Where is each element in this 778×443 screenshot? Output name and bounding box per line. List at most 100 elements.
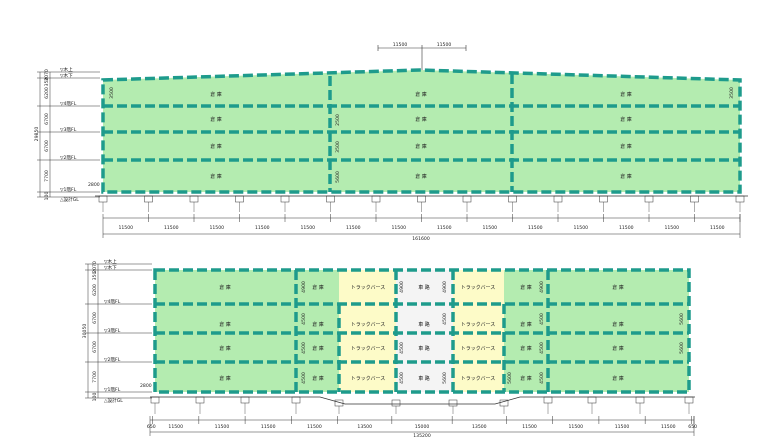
top-level-labels: ▽木上 ▽木下 ▽4階FL ▽3階FL ▽2階FL ▽1階FL △設計GL 20…	[34, 66, 100, 203]
floor-height: 6700	[44, 113, 50, 125]
bottom-overall-dim: 135200	[413, 433, 431, 439]
bay-dim: 11500	[528, 225, 543, 231]
room-label: 倉 庫	[210, 116, 222, 123]
bottom-inner-dims: 4900 4500 4500 4500 4900 4500 4500 4500 …	[301, 281, 685, 384]
room-label: 倉 庫	[620, 143, 632, 150]
total-height: 30050	[82, 324, 88, 339]
room-label: 倉 庫	[210, 91, 222, 98]
level-label: ▽4階FL	[104, 298, 121, 305]
pier	[735, 195, 745, 203]
bay-dim: 11500	[255, 225, 270, 231]
room-label-warehouse: 倉 庫	[612, 321, 624, 328]
room-label-truck-berth: トラックバース	[351, 376, 386, 382]
pier	[144, 195, 153, 203]
bay-dim: 11500	[118, 225, 133, 231]
floor-height: 2070	[92, 261, 98, 273]
level-label: △設計GL	[104, 397, 123, 404]
inner-dim: 5600	[679, 313, 685, 325]
pier	[417, 195, 426, 203]
room-label-warehouse: 倉 庫	[312, 375, 324, 382]
top-piers	[98, 195, 745, 212]
top-outline	[101, 68, 742, 194]
pier	[326, 195, 335, 203]
top-room-labels: 倉 庫 倉 庫 倉 庫 倉 庫 倉 庫 倉 庫 倉 庫 倉 庫 倉 庫 倉 庫 …	[210, 91, 632, 180]
berth-fill-right	[453, 270, 504, 392]
pier	[195, 396, 205, 404]
bay-dim: 11500	[346, 225, 361, 231]
room-label-truck-berth: トラックバース	[461, 346, 496, 352]
pier	[553, 195, 563, 203]
bay-dim: 11500	[568, 424, 583, 430]
bay-dim: 650	[688, 424, 697, 430]
bay-dim: 11500	[164, 225, 179, 231]
room-label-warehouse: 倉 庫	[520, 284, 532, 291]
room-label-warehouse: 倉 庫	[612, 284, 624, 291]
inner-dim: 4500	[399, 372, 405, 384]
bay-dim: 11500	[619, 225, 634, 231]
bay-dim: 11500	[215, 424, 230, 430]
room-label-ramp: 車 路	[418, 345, 430, 352]
room-label-warehouse: 倉 庫	[312, 284, 324, 291]
room-label-warehouse: 倉 庫	[520, 375, 532, 382]
room-label-truck-berth: トラックバース	[461, 285, 496, 291]
berth-fill-left	[339, 270, 396, 392]
inner-dim: 4500	[301, 372, 307, 384]
room-label: 倉 庫	[620, 173, 632, 180]
room-label-warehouse: 倉 庫	[612, 345, 624, 352]
bay-dim: 11500	[482, 225, 497, 231]
inner-dim: 2500	[335, 114, 341, 126]
pier	[235, 195, 244, 203]
pier	[448, 399, 458, 407]
pier	[371, 195, 381, 203]
inner-dim: 4500	[442, 313, 448, 325]
bay-dim: 11500	[661, 424, 676, 430]
room-label-warehouse: 倉 庫	[312, 321, 324, 328]
pier	[391, 399, 401, 407]
inner-dim: 4500	[399, 342, 405, 354]
bay-dim: 11500	[573, 225, 588, 231]
inner-dim: 5600	[442, 372, 448, 384]
warehouse-fill-left	[155, 270, 339, 392]
total-height: 29850	[34, 127, 40, 142]
pier	[599, 195, 608, 203]
level-label: △設計GL	[60, 196, 79, 203]
inner-dim: 5600	[507, 372, 513, 384]
inner-dim: 4500	[301, 313, 307, 325]
bay-dim: 11500	[615, 424, 630, 430]
bay-dim: 15000	[415, 424, 430, 430]
floor-height: 6700	[92, 312, 98, 324]
room-label-truck-berth: トラックバース	[351, 346, 386, 352]
top-level-ruler	[37, 71, 100, 198]
floor-height: 7700	[44, 170, 50, 182]
floor-height: 6200	[92, 284, 98, 296]
pier	[98, 195, 108, 203]
room-label: 倉 庫	[415, 91, 427, 98]
level-label: ▽2階FL	[60, 154, 77, 161]
top-peak-dim-left: 11500	[393, 42, 408, 48]
pier	[291, 396, 301, 404]
pier	[508, 195, 517, 203]
bottom-elevation: 倉 庫倉 庫トラックバース車 路トラックバース倉 庫倉 庫倉 庫倉 庫トラックバ…	[82, 258, 697, 439]
top-overall-dim: 161600	[412, 236, 430, 242]
pier	[543, 396, 553, 404]
inner-dim: 4500	[539, 313, 545, 325]
level-label: ▽2階FL	[104, 356, 121, 363]
bay-dim: 13500	[357, 424, 372, 430]
pier	[189, 195, 199, 203]
floor-height: 6200	[44, 87, 50, 99]
room-label-warehouse: 倉 庫	[520, 321, 532, 328]
inner-dim: 3500	[335, 141, 341, 153]
top-elevation: 11500 11500 倉 庫 倉 庫 倉 庫 倉 庫 倉 庫 倉 庫 倉 庫 …	[34, 42, 748, 242]
pier	[684, 396, 694, 404]
floor-height: 100	[92, 393, 98, 402]
bay-dim: 11500	[168, 424, 183, 430]
room-label: 倉 庫	[620, 91, 632, 98]
level-label: ▽3階FL	[104, 327, 121, 334]
pier	[240, 396, 250, 404]
room-label-truck-berth: トラックバース	[351, 285, 386, 291]
inner-dim: 3500	[729, 87, 735, 99]
bottom-level-ruler	[85, 263, 152, 399]
floor-height: 2070	[44, 69, 50, 81]
